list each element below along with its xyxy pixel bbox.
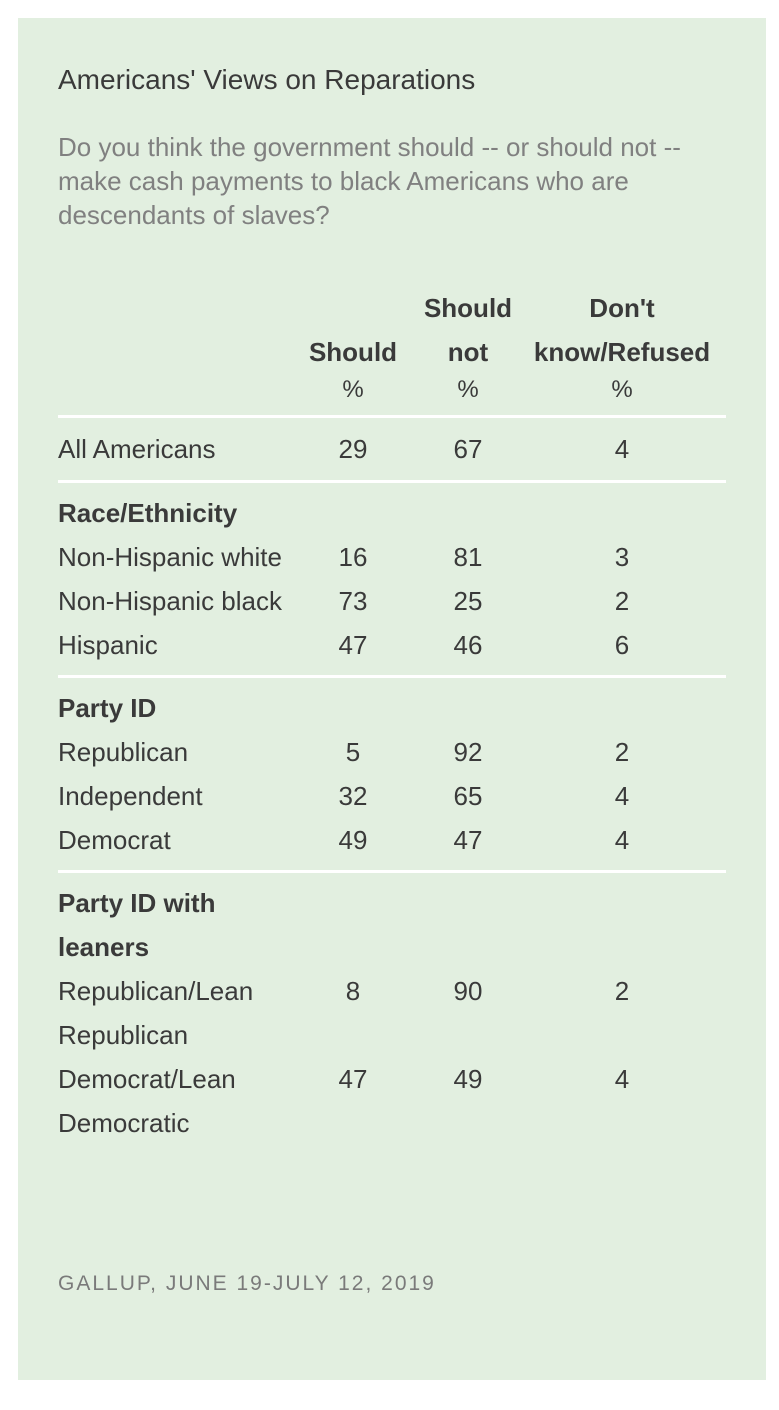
unit-dont-know: %: [611, 376, 633, 403]
value-dont-know: 4: [614, 825, 630, 855]
table-row: Hispanic 47 46 6: [58, 623, 726, 667]
value-should: 5: [345, 737, 361, 767]
row-label: Democrat/Lean Democratic: [58, 1064, 236, 1138]
value-should: 32: [338, 781, 368, 811]
poll-card: Americans' Views on Reparations Do you t…: [18, 18, 766, 1380]
header-dont-know-line2: know/Refused: [533, 337, 711, 367]
section-title: Party ID with leaners: [58, 888, 216, 962]
table-row: Independent 32 65 4: [58, 774, 726, 818]
unit-should: %: [342, 376, 364, 403]
value-should: 16: [338, 542, 368, 572]
value-should-not: 90: [453, 976, 483, 1006]
header-should-not-line2: not: [447, 337, 489, 367]
value-should-not: 81: [453, 542, 483, 572]
table-row: All Americans 29 67 4: [58, 427, 726, 471]
header-should-not-line1: Should: [423, 293, 513, 323]
value-dont-know: 3: [614, 542, 630, 572]
group-all-americans: All Americans 29 67 4: [58, 418, 726, 483]
survey-question: Do you think the government should -- or…: [58, 132, 681, 230]
value-should: 47: [338, 1064, 368, 1094]
section-title: Race/Ethnicity: [58, 498, 238, 528]
value-should: 47: [338, 630, 368, 660]
results-table: Should Should not Don't know/Refused % %…: [58, 268, 726, 1153]
value-dont-know: 6: [614, 630, 630, 660]
source-note: GALLUP, JUNE 19-JULY 12, 2019: [58, 1272, 436, 1295]
value-should: 73: [338, 586, 368, 616]
table-header: Should Should not Don't know/Refused % %…: [58, 268, 726, 418]
value-should-not: 92: [453, 737, 483, 767]
row-label: Democrat: [58, 825, 171, 855]
value-should-not: 67: [453, 434, 483, 464]
table-row: Democrat/Lean Democratic 47 49 4: [58, 1057, 726, 1145]
value-should-not: 25: [453, 586, 483, 616]
value-should-not: 49: [453, 1064, 483, 1094]
value-dont-know: 4: [614, 1064, 630, 1094]
table-row: Non-Hispanic white 16 81 3: [58, 535, 726, 579]
header-dont-know-line1: Don't: [589, 293, 655, 323]
unit-should-not: %: [457, 376, 479, 403]
row-label: All Americans: [58, 434, 216, 464]
table-row: Democrat 49 47 4: [58, 818, 726, 862]
table-row: Non-Hispanic black 73 25 2: [58, 579, 726, 623]
value-dont-know: 4: [614, 434, 630, 464]
header-should: Should: [308, 337, 398, 367]
group-party-id: Party ID Republican 5 92 2 Independent 3…: [58, 678, 726, 873]
value-should-not: 47: [453, 825, 483, 855]
value-dont-know: 2: [614, 586, 630, 616]
row-label: Republican: [58, 737, 189, 767]
row-label: Hispanic: [58, 630, 158, 660]
value-should: 8: [345, 976, 361, 1006]
row-label: Independent: [58, 781, 203, 811]
group-party-id-leaners: Party ID with leaners Republican/Lean Re…: [58, 873, 726, 1153]
table-row: Republican 5 92 2: [58, 730, 726, 774]
value-should: 29: [338, 434, 368, 464]
row-label: Non-Hispanic black: [58, 586, 282, 616]
value-should: 49: [338, 825, 368, 855]
value-should-not: 65: [453, 781, 483, 811]
value-should-not: 46: [453, 630, 483, 660]
page-title: Americans' Views on Reparations: [58, 64, 476, 95]
row-label: Republican/Lean Republican: [58, 976, 254, 1050]
row-label: Non-Hispanic white: [58, 542, 282, 572]
value-dont-know: 2: [614, 976, 630, 1006]
table-row: Republican/Lean Republican 8 90 2: [58, 969, 726, 1057]
section-title: Party ID: [58, 693, 157, 723]
group-race-ethnicity: Race/Ethnicity Non-Hispanic white 16 81 …: [58, 483, 726, 678]
value-dont-know: 2: [614, 737, 630, 767]
value-dont-know: 4: [614, 781, 630, 811]
